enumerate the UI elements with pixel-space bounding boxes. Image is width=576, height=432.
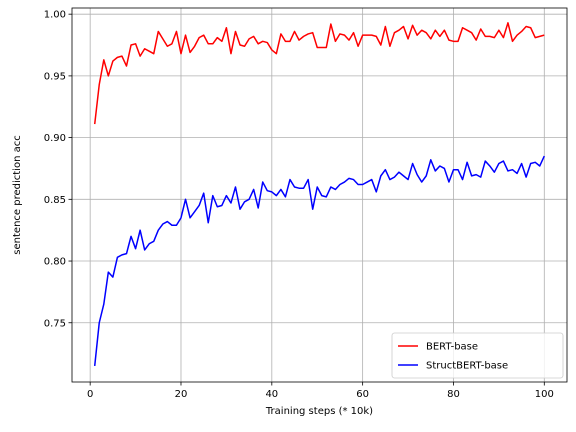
x-axis-label: Training steps (* 10k) — [265, 406, 373, 417]
x-tick-label: 100 — [535, 389, 554, 400]
y-tick-label: 0.95 — [44, 71, 66, 82]
series-lines — [93, 22, 545, 367]
x-tick-label: 60 — [356, 389, 369, 400]
legend-label: BERT-base — [426, 342, 478, 353]
y-tick-label: 0.75 — [44, 318, 66, 329]
legend-label: StructBERT-base — [426, 361, 508, 372]
y-tick-label: 0.80 — [44, 257, 66, 268]
y-tick-label: 0.85 — [44, 195, 66, 206]
plot-frame — [71, 7, 568, 383]
legend: BERT-base StructBERT-base — [391, 332, 564, 379]
y-tick-label: 0.90 — [44, 133, 66, 144]
legend-box — [391, 332, 564, 379]
grid — [72, 8, 567, 382]
x-tick-label: 80 — [447, 389, 460, 400]
series-line-bert-base — [93, 22, 545, 125]
series-line-structbert-base — [93, 155, 545, 367]
axis-ticks: 0 20 40 60 80 100 0.75 0.80 0.85 0.90 0.95 1.00 — [44, 10, 554, 400]
x-tick-label: 20 — [175, 389, 188, 400]
y-tick-label: 1.00 — [44, 10, 66, 21]
x-tick-label: 40 — [265, 389, 278, 400]
y-axis-label: sentence prediction acc — [12, 135, 23, 254]
x-tick-label: 0 — [87, 389, 93, 400]
